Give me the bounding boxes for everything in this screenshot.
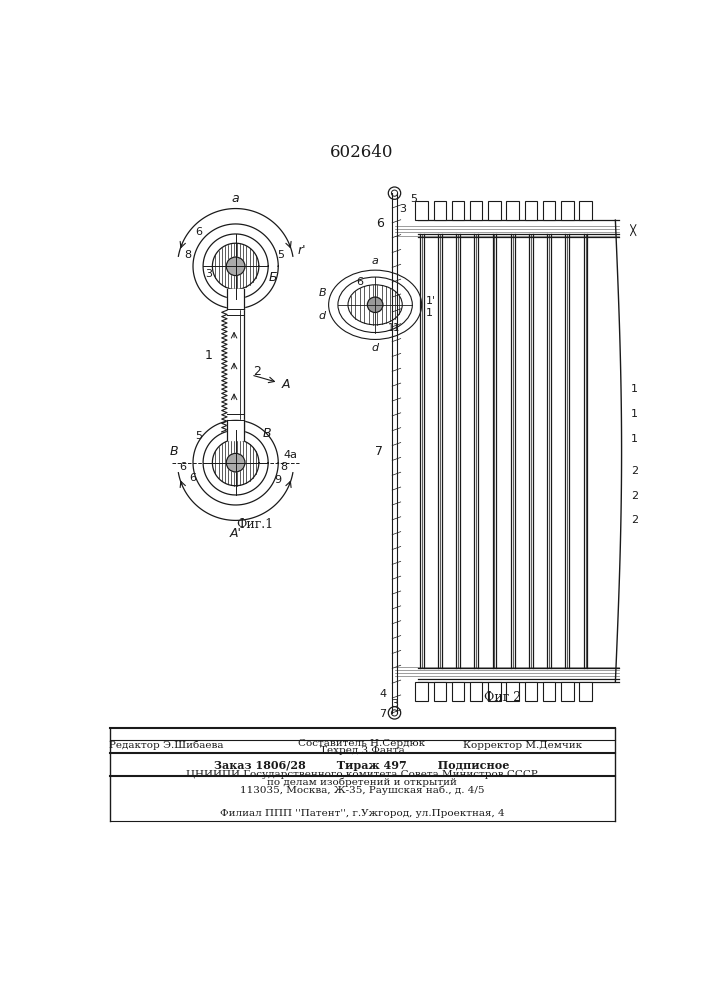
Text: 8: 8 bbox=[184, 250, 191, 260]
Text: 1: 1 bbox=[426, 308, 433, 318]
Text: 7: 7 bbox=[380, 709, 387, 719]
Bar bbox=[433, 682, 446, 701]
Text: 11: 11 bbox=[388, 323, 401, 333]
Text: 6: 6 bbox=[356, 277, 363, 287]
Text: Заказ 1806/28        Тираж 497        Подписное: Заказ 1806/28 Тираж 497 Подписное bbox=[214, 760, 510, 771]
Text: по делам изобретений и открытий: по делам изобретений и открытий bbox=[267, 777, 457, 787]
Text: 5: 5 bbox=[195, 431, 202, 441]
Text: B: B bbox=[319, 288, 326, 298]
Bar bbox=[579, 682, 592, 701]
Bar bbox=[416, 682, 428, 701]
Text: 5: 5 bbox=[277, 250, 284, 260]
Text: 8: 8 bbox=[281, 462, 288, 472]
Bar bbox=[452, 201, 464, 220]
Text: B: B bbox=[169, 445, 178, 458]
Text: A': A' bbox=[230, 527, 242, 540]
Bar bbox=[433, 201, 446, 220]
Text: d: d bbox=[319, 311, 326, 321]
Bar bbox=[452, 682, 464, 701]
Text: 4: 4 bbox=[380, 689, 387, 699]
Bar bbox=[470, 682, 482, 701]
Text: 113035, Москва, Ж-35, Раушская наб., д. 4/5: 113035, Москва, Ж-35, Раушская наб., д. … bbox=[240, 785, 484, 795]
Text: A: A bbox=[282, 378, 291, 391]
Text: r': r' bbox=[298, 244, 306, 257]
Bar bbox=[543, 201, 555, 220]
Bar bbox=[543, 682, 555, 701]
Text: 2: 2 bbox=[631, 515, 638, 525]
Text: 4a: 4a bbox=[284, 450, 298, 460]
Text: 1: 1 bbox=[631, 384, 638, 394]
Text: Техред З.Фанта: Техред З.Фанта bbox=[320, 746, 404, 755]
Text: a: a bbox=[372, 256, 378, 266]
Text: 1: 1 bbox=[204, 349, 212, 362]
Bar bbox=[506, 201, 519, 220]
Text: 3: 3 bbox=[205, 269, 212, 279]
Bar bbox=[506, 682, 519, 701]
Text: 1': 1' bbox=[426, 296, 436, 306]
Bar bbox=[579, 201, 592, 220]
Text: 7: 7 bbox=[375, 445, 383, 458]
Text: Составитель Н.Сердюк: Составитель Н.Сердюк bbox=[298, 739, 426, 748]
Text: Корректор М.Демчик: Корректор М.Демчик bbox=[463, 741, 582, 750]
Text: 6: 6 bbox=[377, 217, 385, 230]
Bar bbox=[525, 201, 537, 220]
Text: 3: 3 bbox=[399, 204, 406, 214]
Text: B: B bbox=[262, 427, 271, 440]
Bar bbox=[227, 289, 244, 309]
Text: Фиг.1: Фиг.1 bbox=[236, 518, 274, 531]
Circle shape bbox=[226, 257, 245, 276]
Text: 1: 1 bbox=[631, 434, 638, 444]
Bar bbox=[561, 201, 573, 220]
Circle shape bbox=[226, 453, 245, 472]
Text: 5: 5 bbox=[410, 194, 417, 204]
Text: a: a bbox=[232, 192, 240, 205]
Text: 3: 3 bbox=[391, 699, 398, 709]
Bar bbox=[416, 201, 428, 220]
Text: 2: 2 bbox=[253, 365, 262, 378]
Text: Редактор Э.Шибаева: Редактор Э.Шибаева bbox=[109, 740, 223, 750]
Bar bbox=[561, 682, 573, 701]
Bar bbox=[489, 682, 501, 701]
Bar bbox=[470, 201, 482, 220]
Text: 6: 6 bbox=[195, 227, 202, 237]
Text: 1: 1 bbox=[631, 409, 638, 419]
Text: 9: 9 bbox=[274, 475, 281, 485]
Text: 2: 2 bbox=[631, 466, 638, 476]
Text: d: d bbox=[372, 343, 379, 353]
Text: 602640: 602640 bbox=[330, 144, 394, 161]
Text: ЦНИИПИ Государственного комитета Совета Министров СССР: ЦНИИПИ Государственного комитета Совета … bbox=[186, 770, 538, 779]
Bar bbox=[525, 682, 537, 701]
Bar bbox=[489, 201, 501, 220]
Circle shape bbox=[368, 297, 383, 312]
Text: Б: Б bbox=[269, 271, 277, 284]
Text: Филиал ППП ''Патент'', г.Ужгород, ул.Проектная, 4: Филиал ППП ''Патент'', г.Ужгород, ул.Про… bbox=[220, 808, 504, 818]
Text: Фиг 2: Фиг 2 bbox=[484, 691, 522, 704]
Text: 2: 2 bbox=[631, 491, 638, 501]
Text: 6: 6 bbox=[189, 473, 197, 483]
Bar bbox=[227, 420, 244, 440]
Text: 6: 6 bbox=[180, 462, 187, 472]
